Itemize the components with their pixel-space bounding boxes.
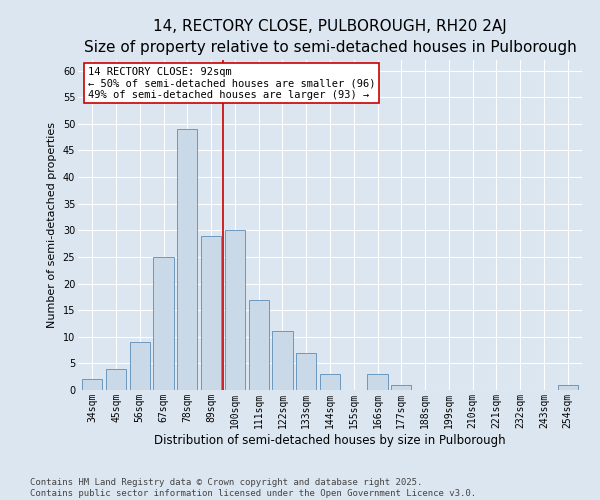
- Bar: [82, 380, 103, 390]
- Bar: [320, 374, 340, 390]
- Bar: [557, 384, 578, 390]
- Bar: [296, 352, 316, 390]
- Bar: [201, 236, 221, 390]
- Bar: [177, 129, 197, 390]
- Y-axis label: Number of semi-detached properties: Number of semi-detached properties: [47, 122, 57, 328]
- Bar: [391, 384, 412, 390]
- Title: 14, RECTORY CLOSE, PULBOROUGH, RH20 2AJ
Size of property relative to semi-detach: 14, RECTORY CLOSE, PULBOROUGH, RH20 2AJ …: [83, 18, 577, 55]
- Bar: [225, 230, 245, 390]
- Text: 14 RECTORY CLOSE: 92sqm
← 50% of semi-detached houses are smaller (96)
49% of se: 14 RECTORY CLOSE: 92sqm ← 50% of semi-de…: [88, 66, 376, 100]
- Bar: [248, 300, 269, 390]
- Bar: [154, 257, 173, 390]
- Bar: [272, 332, 293, 390]
- Bar: [130, 342, 150, 390]
- Text: Contains HM Land Registry data © Crown copyright and database right 2025.
Contai: Contains HM Land Registry data © Crown c…: [30, 478, 476, 498]
- Bar: [367, 374, 388, 390]
- X-axis label: Distribution of semi-detached houses by size in Pulborough: Distribution of semi-detached houses by …: [154, 434, 506, 446]
- Bar: [106, 368, 126, 390]
